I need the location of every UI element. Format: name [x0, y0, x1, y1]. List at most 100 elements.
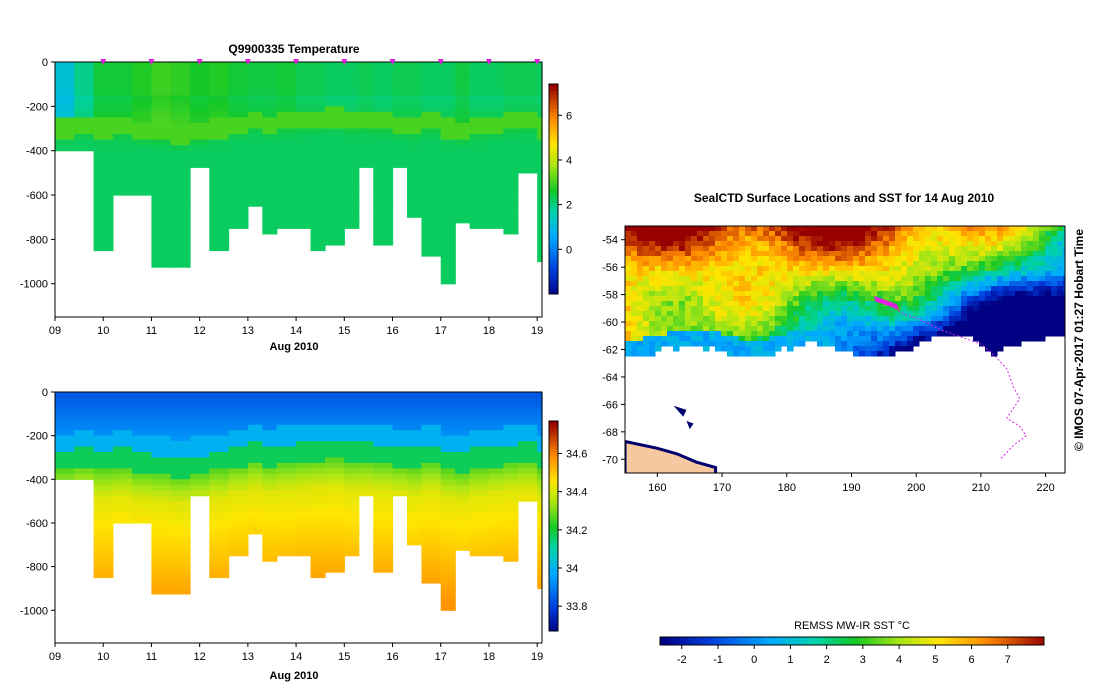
- section-cell: [262, 111, 278, 119]
- section-cell: [421, 117, 442, 124]
- section-cell: [296, 462, 312, 469]
- sst-cell: [781, 281, 788, 287]
- sst-cell: [799, 331, 806, 337]
- sst-cell: [889, 256, 896, 262]
- section-cell: [74, 452, 95, 459]
- sst-cell: [1057, 281, 1064, 287]
- sst-cell: [1057, 231, 1064, 237]
- sst-cell: [673, 241, 680, 247]
- sst-cell: [1051, 266, 1058, 272]
- section-cell: [421, 134, 442, 141]
- section-cell: [151, 145, 172, 152]
- section-cell: [276, 517, 297, 524]
- sst-cell: [1003, 341, 1010, 347]
- sst-cell: [925, 236, 932, 242]
- section-cell: [421, 392, 442, 399]
- section-cell: [517, 100, 538, 107]
- sst-cell: [631, 281, 638, 287]
- section-cell: [310, 397, 326, 404]
- sst-cell: [1003, 311, 1010, 317]
- sst-cell: [925, 326, 932, 332]
- sst-cell: [1021, 281, 1028, 287]
- sst-cell: [685, 331, 692, 337]
- section-cell: [325, 522, 345, 530]
- section-cell: [325, 73, 345, 80]
- section-cell: [132, 150, 153, 157]
- section-cell: [170, 490, 191, 497]
- sst-cell: [679, 286, 686, 292]
- section-cell: [503, 446, 519, 453]
- sst-cell: [907, 236, 914, 242]
- section-cell: [373, 435, 394, 442]
- sst-cell: [667, 246, 674, 252]
- sst-cell: [973, 316, 980, 322]
- sst-cell: [727, 231, 734, 237]
- sst-cell: [835, 336, 842, 342]
- section-cell: [190, 392, 210, 399]
- sst-cell: [697, 261, 704, 267]
- section-cell: [93, 117, 114, 124]
- sst-cell: [667, 256, 674, 262]
- section-cell: [488, 62, 505, 69]
- section-cell: [276, 462, 297, 469]
- sst-cell: [709, 281, 716, 287]
- sst-cell: [949, 301, 956, 307]
- section-cell: [247, 195, 263, 202]
- section-cell: [373, 506, 394, 513]
- sst-cell: [979, 236, 986, 242]
- colorbar-segment: [549, 143, 558, 148]
- section-cell: [503, 228, 519, 235]
- colorbar-tick-label: 0: [751, 654, 757, 666]
- sst-cell: [679, 306, 686, 312]
- section-cell: [262, 506, 278, 513]
- sst-cell: [955, 276, 962, 282]
- sst-cell: [625, 266, 632, 272]
- colorbar-segment: [660, 637, 666, 645]
- sst-cell: [823, 261, 830, 267]
- section-cell: [209, 419, 230, 426]
- colorbar-tick-label: -1: [713, 654, 723, 666]
- sst-cell: [649, 346, 656, 352]
- sst-cell: [1021, 276, 1028, 282]
- section-cell: [247, 122, 263, 130]
- sst-cell: [745, 321, 752, 327]
- section-cell: [358, 452, 374, 459]
- sst-cell: [763, 301, 770, 307]
- sst-cell: [883, 286, 890, 292]
- sst-cell: [1009, 341, 1016, 347]
- section-cell: [392, 484, 408, 491]
- section-cell: [276, 156, 297, 163]
- section-cell: [74, 73, 95, 80]
- sst-cell: [877, 241, 884, 247]
- sst-cell: [895, 281, 902, 287]
- sst-cell: [1003, 271, 1010, 277]
- sst-cell: [799, 326, 806, 332]
- sst-cell: [643, 326, 650, 332]
- colorbar-segment: [765, 637, 771, 645]
- sst-cell: [769, 336, 776, 342]
- colorbar-segment: [549, 620, 558, 625]
- sst-cell: [727, 251, 734, 257]
- section-cell: [228, 100, 249, 107]
- section-cell: [228, 506, 249, 513]
- section-cell: [406, 134, 423, 141]
- section-cell: [151, 408, 172, 415]
- sst-cell: [649, 286, 656, 292]
- sst-cell: [871, 311, 878, 317]
- sst-cell: [739, 256, 746, 262]
- sst-cell: [907, 311, 914, 317]
- section-cell: [74, 106, 95, 113]
- sst-cell: [745, 296, 752, 302]
- colorbar-frame: [659, 636, 1045, 646]
- sst-cell: [1021, 331, 1028, 337]
- section-cell: [344, 441, 360, 448]
- sst-cell: [883, 291, 890, 297]
- sst-cell: [961, 241, 968, 247]
- sst-cell: [655, 231, 662, 237]
- section-cell: [488, 544, 505, 551]
- sst-cell: [751, 346, 758, 352]
- sst-cell: [985, 321, 992, 327]
- section-cell: [296, 495, 312, 502]
- sst-cell: [727, 331, 734, 337]
- section-cell: [112, 435, 133, 442]
